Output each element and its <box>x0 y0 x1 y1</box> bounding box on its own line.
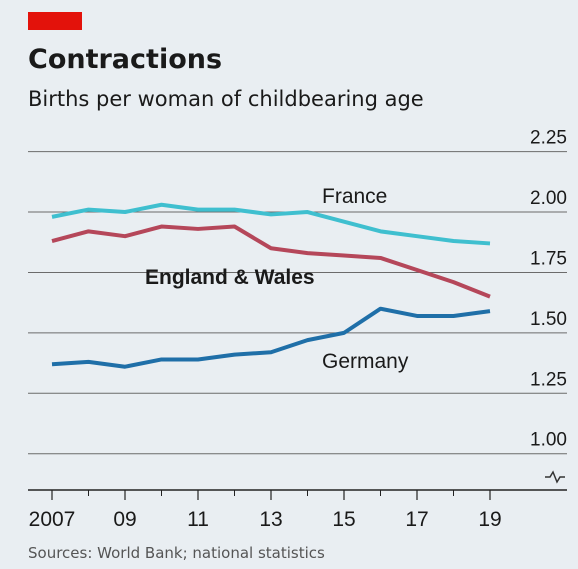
x-tick-label: 15 <box>332 508 355 531</box>
source: Sources: World Bank; national statistics <box>28 544 325 562</box>
y-tick-label: 1.50 <box>530 309 567 330</box>
x-tick-label: 17 <box>405 508 428 531</box>
axis-break <box>545 470 565 484</box>
x-tick-label: 09 <box>113 508 136 531</box>
y-tick-label: 1.75 <box>530 248 567 269</box>
x-tick-label: 2007 <box>29 508 76 531</box>
series-line <box>51 224 491 299</box>
chart-subtitle: Births per woman of childbearing age <box>28 87 424 111</box>
series-label: England & Wales <box>145 266 315 289</box>
series-line <box>51 202 491 246</box>
series-label: Germany <box>322 350 409 373</box>
x-tick-label: 11 <box>187 508 209 531</box>
x-tick-label: 19 <box>478 508 501 531</box>
brand-bar <box>28 12 82 30</box>
series-label: France <box>322 185 387 208</box>
y-tick-label: 1.00 <box>530 430 567 451</box>
series-line <box>51 306 491 369</box>
y-tick-label: 2.00 <box>530 188 567 209</box>
y-tick-label: 2.25 <box>530 128 567 149</box>
y-tick-label: 1.25 <box>530 369 567 390</box>
x-tick-label: 13 <box>259 508 282 531</box>
chart-title: Contractions <box>28 44 222 75</box>
